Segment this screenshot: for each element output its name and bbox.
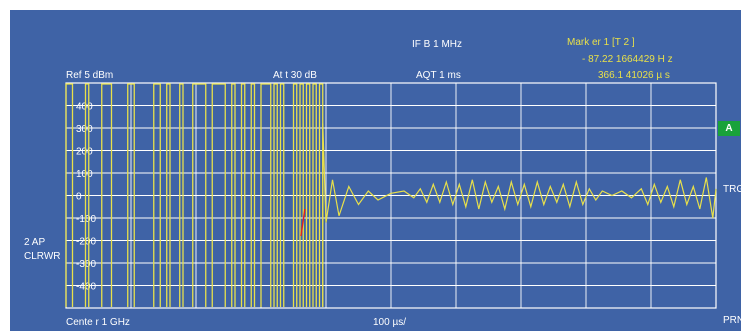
print-label: PRN xyxy=(723,315,741,326)
trigger-label: TRG xyxy=(723,184,741,195)
acquisition-time: AQT 1 ms xyxy=(416,70,461,81)
pulse-trace-segment xyxy=(292,83,298,307)
pulse-trace-segment xyxy=(273,83,278,307)
ringing-trace xyxy=(322,123,717,307)
y-tick-label: -100 xyxy=(76,214,96,225)
pulse-trace-segment xyxy=(166,83,171,307)
pulse-trace-segment xyxy=(179,83,184,307)
trace-plot: 400 300 200 100 0 -100 -200 -300 -400 xyxy=(65,82,717,309)
y-tick-label: -300 xyxy=(76,259,96,270)
y-tick-label: -400 xyxy=(76,282,96,293)
trace-lines xyxy=(65,83,717,307)
plot-grid xyxy=(65,82,717,309)
reference-level: Ref 5 dBm xyxy=(66,70,114,81)
attenuation: At t 30 dB xyxy=(273,70,317,81)
y-tick-label: 400 xyxy=(76,102,93,113)
trace-mode: CLRWR xyxy=(24,251,61,262)
pulse-trace-segment xyxy=(250,83,256,307)
pulse-trace-segment xyxy=(231,83,236,307)
pulse-trace-segment xyxy=(127,83,135,307)
pulse-trace-segment xyxy=(101,83,113,307)
pulse-trace-segment xyxy=(153,83,161,307)
marker-level: - 87.22 1664429 H z xyxy=(582,54,673,65)
y-tick-label: 200 xyxy=(76,147,93,158)
pulse-trace-segment xyxy=(192,83,207,307)
marker-label: Mark er 1 [T 2 ] xyxy=(567,37,635,48)
if-bandwidth: IF B 1 MHz xyxy=(412,39,463,50)
pulse-trace-segment xyxy=(84,83,90,307)
trace-a-badge: A xyxy=(718,121,740,136)
y-tick-labels: 400 300 200 100 0 -100 -200 -300 -400 xyxy=(76,102,96,293)
y-tick-label: -200 xyxy=(76,237,96,248)
pulse-trace-segment xyxy=(240,83,246,307)
y-tick-label: 0 xyxy=(76,192,82,203)
pulse-trace-segment xyxy=(305,83,311,307)
marker-indicator xyxy=(300,208,306,237)
marker-time: 366.1 41026 µ s xyxy=(598,70,670,81)
analyzer-screen: IF B 1 MHz Ref 5 dBm At t 30 dB AQT 1 ms… xyxy=(10,10,741,331)
center-frequency: Cente r 1 GHz xyxy=(66,317,130,328)
pulse-trace-segment xyxy=(299,83,304,307)
pulse-trace-segment xyxy=(211,83,226,307)
pulse-trace-segment xyxy=(260,83,272,307)
y-tick-label: 100 xyxy=(76,169,93,180)
time-per-division: 100 µs/ xyxy=(373,317,407,328)
pulse-trace-segment xyxy=(279,83,285,307)
pulse-trace-segment xyxy=(312,83,317,307)
trace-ap: 2 AP xyxy=(24,237,46,248)
pulse-trace-segment xyxy=(65,83,74,307)
y-tick-label: 300 xyxy=(76,124,93,135)
